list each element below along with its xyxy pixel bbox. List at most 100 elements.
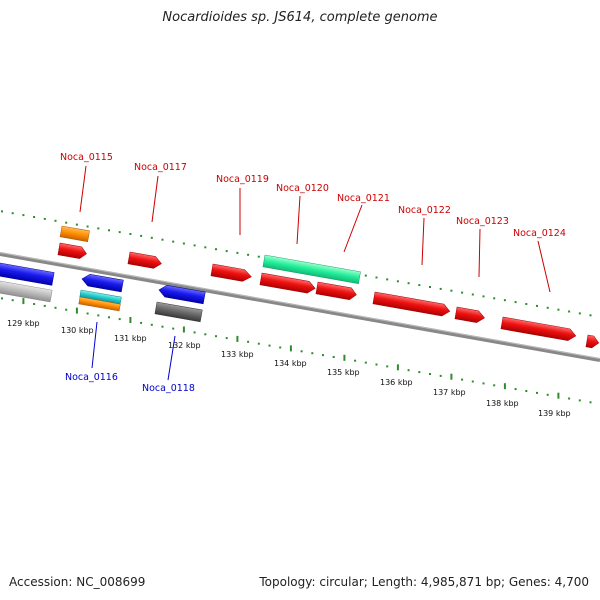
minor-tick (108, 316, 110, 319)
gene-feature[interactable] (372, 291, 451, 317)
gene-label[interactable]: Noca_0124 (513, 228, 566, 239)
major-tick (557, 392, 560, 399)
minor-tick (429, 373, 431, 375)
gene-label[interactable]: Noca_0115 (60, 152, 113, 163)
reverse-genes (0, 262, 206, 323)
minor-tick (140, 321, 143, 324)
scale-label: 134 kbp (274, 359, 307, 368)
forward-genes (57, 225, 600, 349)
gene-label[interactable]: Noca_0118 (142, 383, 195, 394)
minor-tick (418, 284, 421, 287)
reverse-gene-labels: Noca_0116 Noca_0118 (65, 372, 195, 394)
minor-tick (1, 297, 3, 300)
minor-tick (568, 397, 571, 400)
minor-tick (396, 280, 399, 283)
gene-feature[interactable] (259, 272, 316, 294)
major-tick (450, 373, 453, 380)
scale-label: 132 kbp (168, 341, 201, 350)
minor-tick (22, 214, 25, 217)
minor-tick (503, 299, 506, 302)
gene-feature[interactable] (262, 254, 361, 284)
forward-gene-labels: Noca_0115 Noca_0117 Noca_0119 Noca_0120 … (60, 152, 566, 239)
minor-tick (161, 238, 164, 241)
reverse-tick-track (1, 297, 592, 404)
minor-tick (578, 312, 581, 315)
minor-tick (429, 286, 431, 288)
minor-tick (279, 346, 282, 349)
minor-tick (33, 216, 36, 218)
major-tick (343, 354, 346, 361)
gene-feature[interactable] (57, 242, 88, 260)
minor-tick (322, 354, 324, 357)
scale-label: 133 kbp (221, 350, 254, 359)
minor-tick (247, 253, 250, 256)
gene-label[interactable]: Noca_0117 (134, 162, 187, 173)
minor-tick (225, 250, 228, 253)
gene-label[interactable]: Noca_0116 (65, 372, 118, 383)
gene-label[interactable]: Noca_0123 (456, 216, 509, 227)
gene-feature[interactable] (59, 225, 90, 242)
minor-tick (257, 342, 260, 345)
minor-tick (557, 308, 560, 311)
minor-tick (482, 295, 485, 298)
minor-tick (86, 225, 89, 228)
minor-tick (311, 352, 314, 355)
minor-tick (172, 327, 175, 330)
gene-feature[interactable] (0, 262, 55, 286)
gene-feature[interactable] (127, 251, 163, 270)
major-tick (129, 317, 132, 323)
scale-label: 137 kbp (433, 388, 466, 397)
major-tick (236, 335, 239, 342)
minor-tick (65, 308, 68, 311)
minor-tick (461, 378, 464, 381)
minor-tick (172, 240, 175, 243)
minor-tick (75, 223, 78, 226)
minor-tick (332, 356, 335, 358)
gene-feature[interactable] (78, 296, 121, 312)
minor-tick (182, 242, 185, 245)
minor-tick (11, 299, 14, 302)
genome-backbone (0, 252, 600, 362)
gene-label[interactable]: Noca_0121 (337, 193, 390, 204)
gene-feature[interactable] (500, 316, 577, 342)
gene-feature[interactable] (81, 273, 124, 293)
minor-tick (54, 306, 57, 309)
gene-feature[interactable] (158, 284, 206, 305)
gene-feature[interactable] (154, 301, 203, 323)
gene-feature[interactable] (315, 281, 357, 301)
minor-tick (204, 246, 207, 249)
gene-label[interactable]: Noca_0122 (398, 205, 451, 216)
minor-tick (1, 210, 3, 213)
minor-tick (471, 293, 474, 296)
gene-feature[interactable] (585, 334, 600, 349)
scale-label: 129 kbp (7, 319, 40, 328)
scale-label: 135 kbp (327, 368, 360, 377)
leader-line (343, 204, 363, 253)
leader-line (421, 217, 425, 266)
major-tick (182, 326, 185, 333)
minor-tick (161, 325, 164, 328)
minor-tick (514, 301, 517, 304)
minor-tick (439, 374, 442, 377)
minor-tick (386, 365, 389, 368)
minor-tick (589, 314, 592, 317)
scale-label: 131 kbp (114, 334, 147, 343)
gene-feature[interactable] (210, 263, 252, 283)
minor-tick (193, 331, 196, 334)
leader-line (167, 335, 176, 381)
minor-tick (43, 304, 46, 307)
minor-tick (525, 390, 528, 392)
minor-tick (364, 274, 367, 277)
accession-text: Accession: NC_008699 (9, 575, 146, 589)
minor-tick (493, 297, 496, 300)
gene-feature[interactable] (454, 306, 486, 324)
minor-tick (568, 310, 571, 313)
gene-feature[interactable] (0, 280, 53, 303)
reverse-leader-lines (91, 321, 176, 381)
page-title: Nocardioides sp. JS614, complete genome (162, 10, 438, 25)
minor-tick (65, 221, 68, 224)
minor-tick (193, 244, 196, 247)
gene-label[interactable]: Noca_0120 (276, 183, 329, 194)
minor-tick (43, 217, 46, 220)
gene-label[interactable]: Noca_0119 (216, 174, 269, 185)
